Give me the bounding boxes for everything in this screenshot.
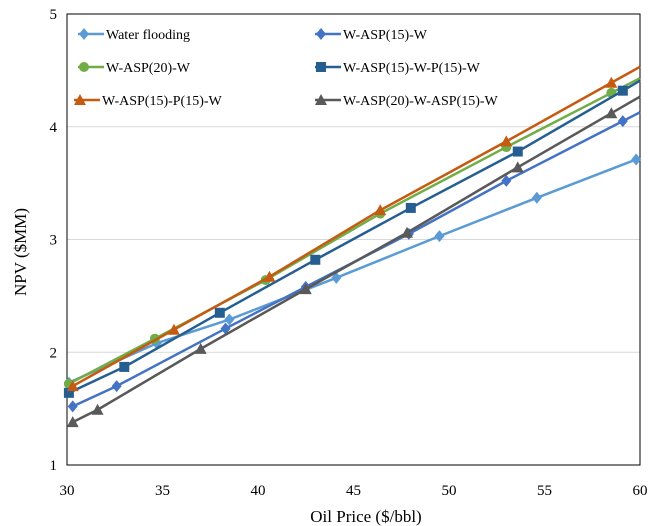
series-6-point-4	[299, 283, 312, 295]
y-tick-label-3: 3	[50, 233, 58, 249]
series-6-point-5	[400, 226, 413, 238]
series-5-point-4	[374, 204, 387, 216]
y-tick-label-2: 2	[50, 345, 58, 361]
series-5-point-2	[167, 323, 180, 335]
series-2-point-6	[501, 174, 512, 187]
x-tick-label-45: 45	[346, 483, 361, 499]
series-4-point-3	[214, 307, 225, 318]
series-5-point-1	[66, 380, 79, 392]
legend-label-1: Water flooding	[106, 28, 190, 43]
legend-swatch-marker-6	[315, 94, 327, 105]
legend-swatch-marker-4	[316, 62, 326, 72]
legend-item-1: Water flooding	[78, 28, 190, 43]
series-6-line	[72, 95, 641, 424]
series-5-point-6	[605, 76, 618, 88]
y-tick-labels: 1 2 3 4 5	[50, 7, 58, 474]
y-tick-label-5: 5	[50, 7, 58, 23]
legend-label-4: W-ASP(15)-W-P(15)-W	[343, 61, 481, 76]
series-6	[66, 95, 641, 428]
plot-frame	[66, 13, 641, 466]
series-4-point-7	[617, 85, 628, 96]
series-5	[66, 65, 641, 392]
series-1	[63, 153, 642, 389]
series-layer	[63, 65, 642, 428]
series-1-point-7	[631, 153, 642, 166]
legend-item-5: W-ASP(15)-P(15)-W	[74, 94, 223, 109]
series-1-point-6	[531, 191, 542, 204]
x-tick-label-50: 50	[442, 483, 457, 499]
series-2-point-1	[67, 400, 78, 413]
series-4-point-6	[512, 146, 523, 157]
series-6-point-7	[605, 107, 618, 119]
x-tick-labels: 30 35 40 45 50 55 60	[60, 483, 648, 499]
series-6-point-6	[511, 161, 524, 173]
legend-item-6: W-ASP(20)-W-ASP(15)-W	[315, 94, 499, 109]
legend-label-5: W-ASP(15)-P(15)-W	[102, 94, 223, 109]
series-5-point-5	[500, 135, 513, 147]
y-tick-label-4: 4	[50, 120, 58, 136]
legend-label-2: W-ASP(15)-W	[343, 28, 428, 43]
series-2-point-3	[220, 322, 231, 335]
series-6-point-1	[66, 416, 79, 428]
x-tick-label-60: 60	[633, 483, 648, 499]
legend-swatch-marker-2	[316, 28, 326, 40]
series-1-point-5	[434, 230, 445, 243]
series-6-point-3	[194, 342, 207, 354]
series-2-point-2	[111, 380, 122, 393]
series-5-point-3	[263, 270, 276, 282]
series-4-line	[68, 79, 641, 394]
legend: Water flooding W-ASP(15)-W W-ASP(20)-W W-AS…	[74, 28, 499, 109]
legend-item-3: W-ASP(20)-W	[78, 61, 191, 76]
x-tick-label-40: 40	[251, 483, 266, 499]
legend-swatch-marker-3	[79, 62, 89, 72]
y-axis-title: NPV ($MM)	[11, 208, 30, 296]
x-tick-label-35: 35	[155, 483, 170, 499]
series-1-line	[68, 156, 641, 384]
legend-label-6: W-ASP(20)-W-ASP(15)-W	[343, 94, 499, 109]
series-1-point-3	[224, 313, 235, 326]
series-4	[63, 79, 641, 398]
legend-item-4: W-ASP(15)-W-P(15)-W	[315, 61, 481, 76]
x-tick-label-30: 30	[60, 483, 75, 499]
y-tick-label-1: 1	[50, 458, 58, 474]
series-4-point-1	[63, 387, 74, 398]
series-2-point-7	[617, 115, 628, 128]
legend-item-2: W-ASP(15)-W	[315, 28, 428, 43]
x-tick-label-55: 55	[537, 483, 552, 499]
legend-label-3: W-ASP(20)-W	[106, 61, 191, 76]
series-4-point-4	[310, 254, 321, 265]
series-6-point-2	[91, 403, 104, 415]
x-axis-title: Oil Price ($/bbl)	[310, 507, 421, 526]
series-4-point-2	[119, 361, 130, 372]
legend-swatch-marker-5	[74, 94, 86, 105]
legend-swatch-marker-1	[79, 28, 89, 40]
series-4-point-5	[405, 202, 416, 213]
